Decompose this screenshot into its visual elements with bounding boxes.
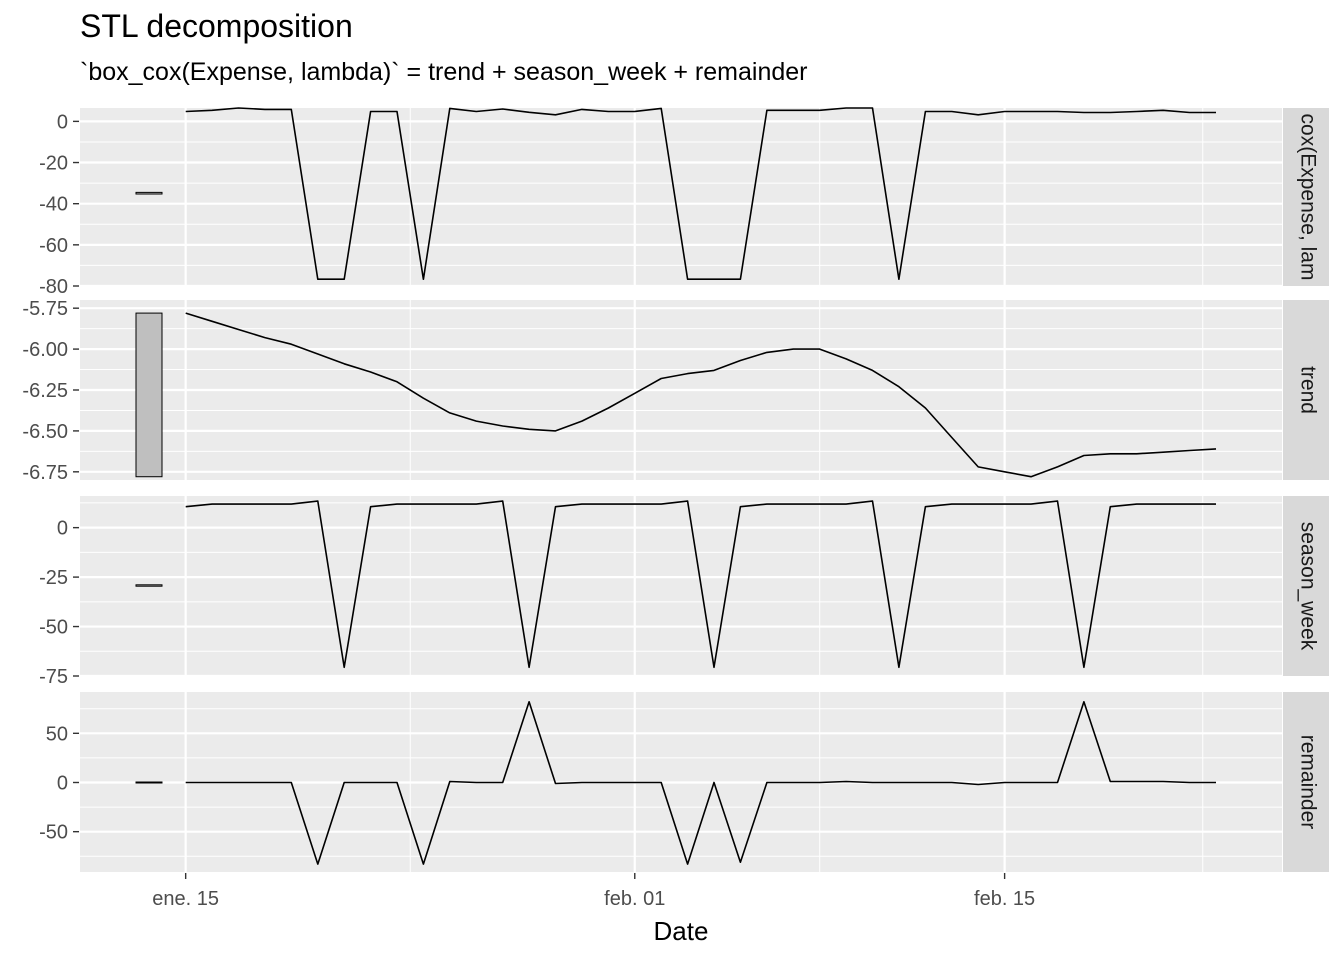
y-tick-label: 50: [46, 723, 68, 745]
y-tick-label: 0: [57, 111, 68, 133]
x-tick-label: ene. 15: [152, 888, 219, 910]
y-tick-label: -25: [39, 567, 68, 589]
strip-background: [1283, 496, 1329, 676]
scale-bar: [135, 191, 163, 195]
y-tick-label: -50: [39, 822, 68, 844]
strip-background: [1283, 692, 1329, 872]
y-tick-label: -6.25: [22, 380, 68, 402]
scale-bar: [135, 781, 163, 784]
strip-label: cox(Expense, lam: [1297, 114, 1320, 281]
scale-bar: [135, 312, 163, 478]
y-tick-label: -40: [39, 194, 68, 216]
strip-label: trend: [1297, 366, 1320, 414]
strip-label: remainder: [1297, 735, 1320, 830]
panel-background: [80, 108, 1282, 286]
strip-background: [1283, 300, 1329, 480]
x-tick-label: feb. 01: [604, 888, 665, 910]
x-axis-title: Date: [654, 916, 709, 946]
y-tick-label: 0: [57, 518, 68, 540]
panel-background: [80, 496, 1282, 676]
series-line-season_week: [185, 500, 1216, 669]
strip-label: season_week: [1297, 522, 1320, 651]
chart-subtitle: `box_cox(Expense, lambda)` = trend + sea…: [80, 58, 808, 86]
y-tick-label: -80: [39, 276, 68, 298]
strip-mask: [1283, 96, 1329, 108]
y-tick-label: -75: [39, 666, 68, 688]
y-tick-label: -50: [39, 617, 68, 639]
y-tick-label: -5.75: [22, 298, 68, 320]
chart-title: STL decomposition: [80, 8, 353, 44]
y-tick-label: -60: [39, 235, 68, 257]
series-line-box_cox-expense--lambda-: [185, 107, 1216, 281]
series-line-trend: [185, 312, 1217, 478]
y-tick-label: -6.50: [22, 421, 68, 443]
y-tick-label: -6.75: [22, 462, 68, 484]
series-line-remainder: [185, 700, 1216, 865]
y-tick-label: 0: [57, 772, 68, 794]
strip-background: [1283, 108, 1329, 286]
scale-bar: [135, 584, 163, 587]
y-tick-label: -6.00: [22, 339, 68, 361]
y-tick-label: -20: [39, 153, 68, 175]
x-tick-label: feb. 15: [974, 888, 1035, 910]
